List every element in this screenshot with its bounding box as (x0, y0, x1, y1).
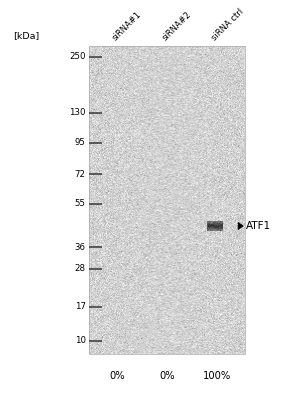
Text: 28: 28 (75, 264, 86, 273)
Text: 36: 36 (75, 243, 86, 252)
Text: 72: 72 (75, 170, 86, 178)
Text: 130: 130 (69, 108, 86, 117)
Text: ATF1: ATF1 (246, 221, 271, 231)
Text: 17: 17 (75, 302, 86, 311)
Polygon shape (238, 222, 243, 230)
Bar (89, 46, 245, 354)
Text: 0%: 0% (109, 371, 125, 381)
Text: 250: 250 (69, 52, 86, 61)
Text: 10: 10 (75, 336, 86, 345)
Text: 55: 55 (75, 200, 86, 208)
Text: 100%: 100% (203, 371, 231, 381)
Text: 95: 95 (75, 138, 86, 147)
Text: 0%: 0% (159, 371, 175, 381)
Text: siRNA#2: siRNA#2 (161, 10, 193, 43)
Text: [kDa]: [kDa] (13, 31, 39, 40)
Text: siRNA#1: siRNA#1 (111, 10, 143, 43)
Text: siRNA ctrl: siRNA ctrl (211, 7, 246, 43)
